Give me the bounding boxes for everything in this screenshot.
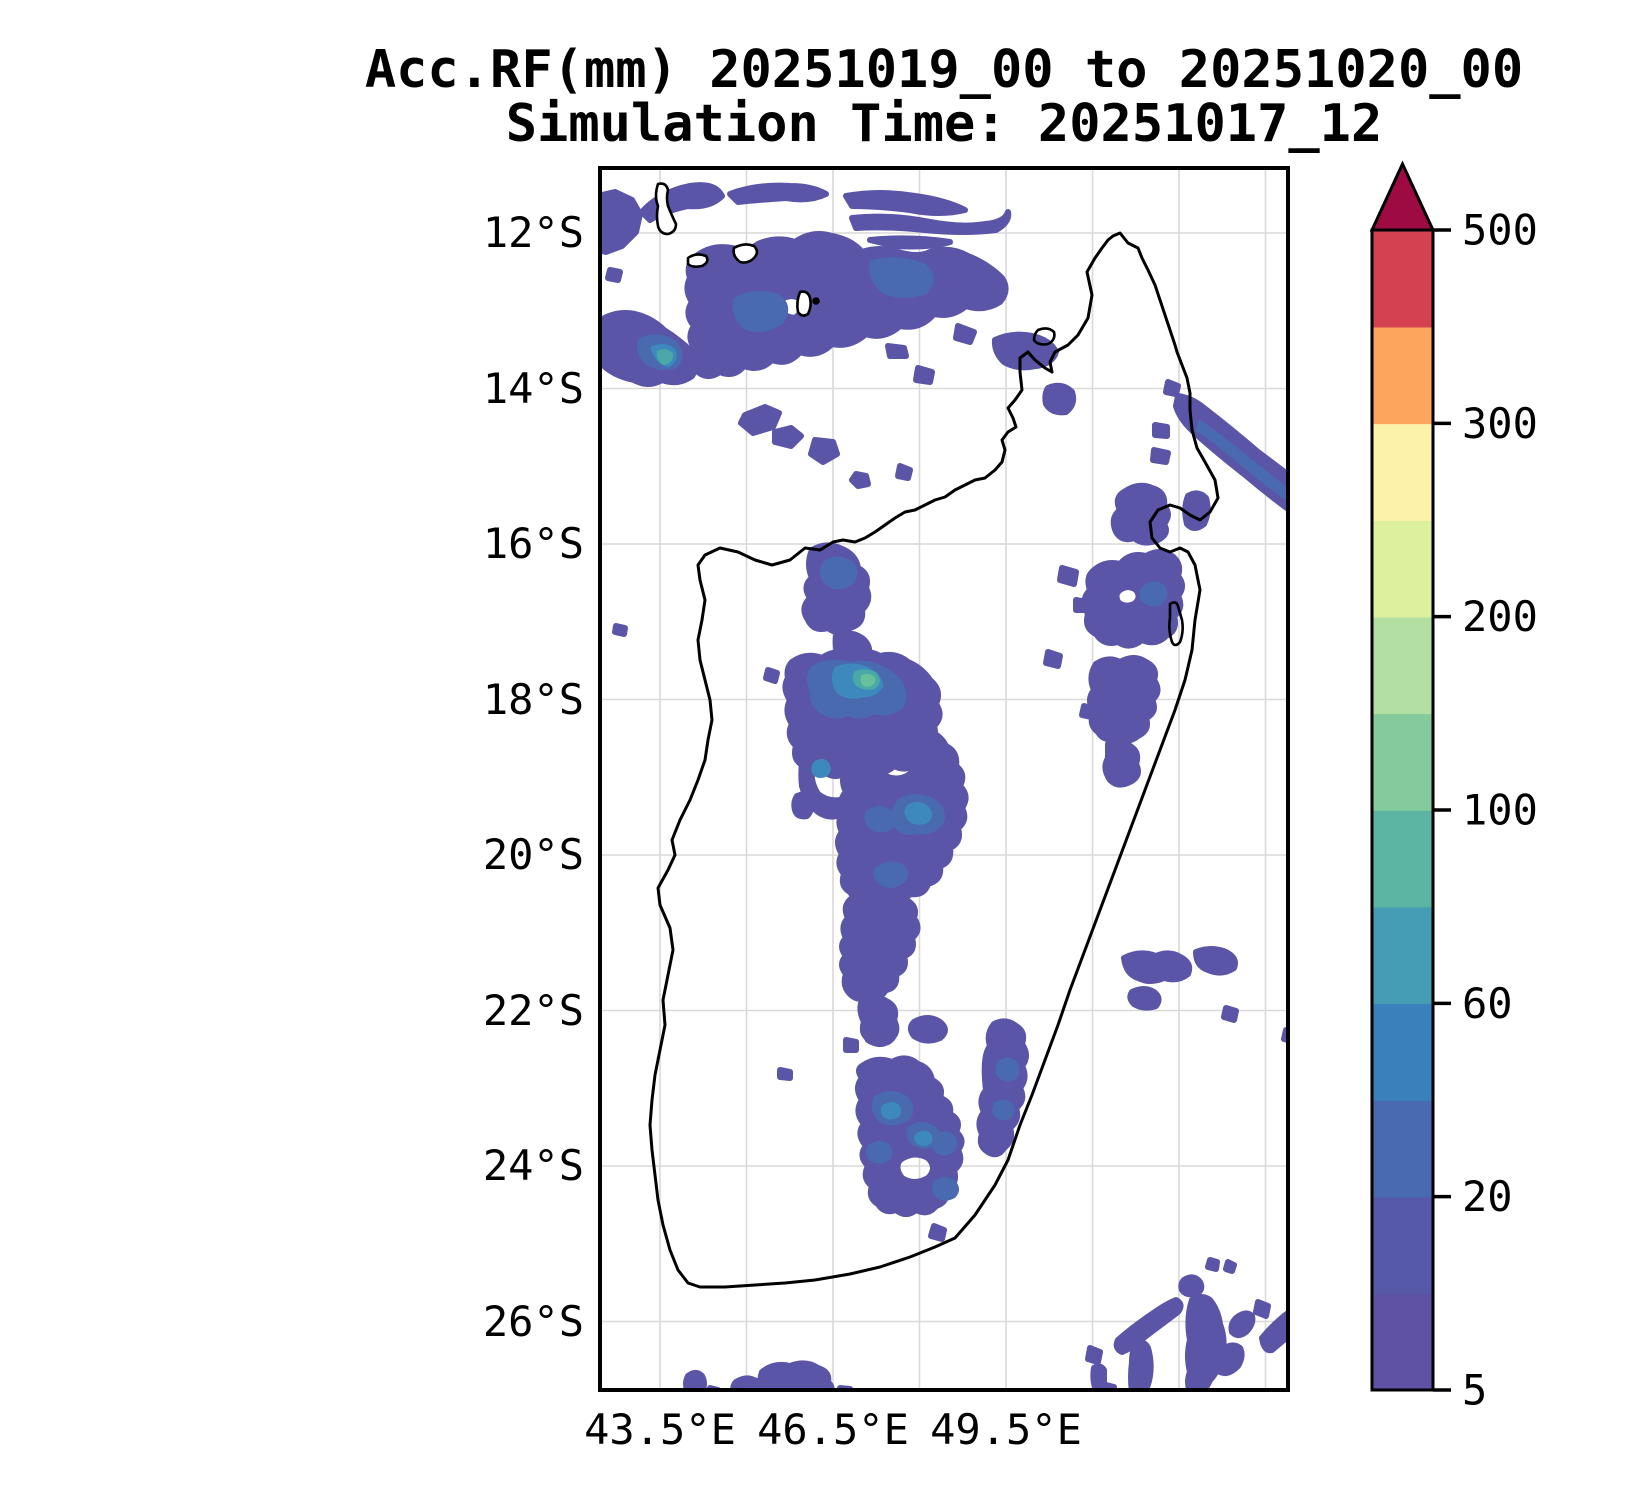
island-dot xyxy=(812,297,820,305)
colorbar-segment xyxy=(1372,906,1433,1005)
colorbar-over-triangle xyxy=(1369,160,1436,232)
lon-tick-label: 49.5°E xyxy=(930,1405,1082,1454)
island-nosy-be xyxy=(1032,327,1056,346)
island-sainte-marie xyxy=(1168,601,1184,647)
colorbar-segment xyxy=(1372,1196,1433,1295)
colorbar-tick-labels: 5 20 60 100 200 300 500 xyxy=(1462,206,1538,1415)
lon-tick-label: 46.5°E xyxy=(757,1405,909,1454)
colorbar-segment xyxy=(1372,1293,1433,1391)
coastline-madagascar xyxy=(648,231,1220,1289)
colorbar-segments xyxy=(1372,230,1433,1391)
lon-tick-label: 43.5°E xyxy=(584,1405,736,1454)
lat-tick-label: 12°S xyxy=(482,208,584,257)
colorbar-tick-label: 300 xyxy=(1462,399,1538,448)
colorbar-segment xyxy=(1372,230,1433,328)
colorbar-tick-label: 60 xyxy=(1462,979,1513,1028)
rain-layer-5-20 xyxy=(598,182,1290,1392)
colorbar-segment xyxy=(1372,520,1433,618)
lat-tick-label: 16°S xyxy=(482,519,584,568)
colorbar-segment xyxy=(1372,810,1433,908)
colorbar-segment xyxy=(1372,1003,1433,1101)
figure-title-line2: Simulation Time: 20251017_12 xyxy=(505,94,1383,154)
colorbar: 5 20 60 100 200 300 500 xyxy=(1369,160,1538,1415)
colorbar-segment xyxy=(1372,713,1433,811)
island-anjouan xyxy=(732,243,759,264)
lat-tick-label: 22°S xyxy=(482,985,584,1035)
colorbar-segment xyxy=(1372,616,1433,715)
colorbar-tick-label: 20 xyxy=(1462,1172,1513,1221)
colorbar-tick-label: 500 xyxy=(1462,206,1538,255)
map-plot xyxy=(598,166,1290,1392)
colorbar-segment xyxy=(1372,326,1433,425)
rain-layer-80-100 xyxy=(860,673,876,687)
lat-tick-label: 14°S xyxy=(482,363,584,413)
colorbar-tick-label: 100 xyxy=(1462,786,1538,835)
colorbar-ticks xyxy=(1433,228,1451,1392)
colorbar-tick-label: 5 xyxy=(1462,1366,1487,1415)
colorbar-segment xyxy=(1372,423,1433,521)
island-mayotte xyxy=(796,290,812,317)
island-moheli xyxy=(686,253,709,268)
coastline-islands xyxy=(654,182,1184,647)
colorbar-segment xyxy=(1372,1100,1433,1198)
lat-tick-label: 20°S xyxy=(482,830,584,879)
lat-tick-label: 18°S xyxy=(482,674,584,724)
lat-tick-label: 24°S xyxy=(482,1141,584,1190)
colorbar-tick-label: 200 xyxy=(1462,592,1538,641)
lat-tick-label: 26°S xyxy=(482,1296,584,1346)
island-grande-comore xyxy=(654,182,678,236)
map-frame xyxy=(598,166,1290,1392)
figure-title-line1: Acc.RF(mm) 20251019_00 to 20251020_00 xyxy=(364,40,1524,100)
